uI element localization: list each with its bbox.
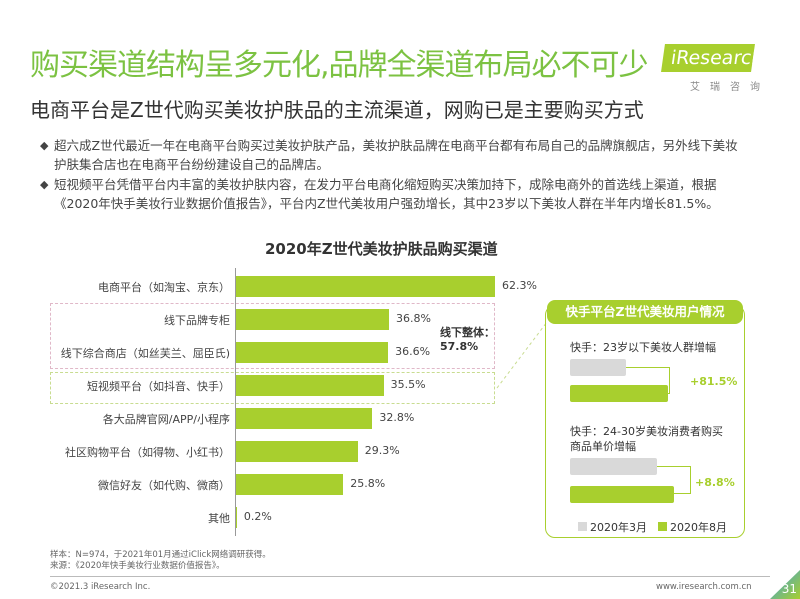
bar xyxy=(236,507,237,528)
copyright: ©2021.3 iResearch Inc. xyxy=(50,582,151,592)
legend-label: 2020年3月 xyxy=(590,521,647,534)
bar-group1-august xyxy=(570,385,668,402)
bar-group1-march xyxy=(570,359,626,376)
website-link[interactable]: www.iresearch.com.cn xyxy=(656,582,752,592)
page-title: 购买渠道结构呈多元化,品牌全渠道布局必不可少 xyxy=(30,48,649,83)
data-label: 25.8% xyxy=(350,477,386,490)
growth-2: +8.8% xyxy=(695,476,735,489)
connector-line xyxy=(496,321,548,389)
bar xyxy=(236,408,373,429)
data-label: 36.6% xyxy=(395,345,431,358)
data-label: 62.3% xyxy=(502,279,537,292)
category-label: 其他 xyxy=(208,512,230,525)
iresearch-logo: iResearch xyxy=(661,44,765,72)
footer-divider xyxy=(50,576,770,577)
legend-swatch xyxy=(658,522,667,531)
bar xyxy=(236,342,389,363)
annotation-label: 线下整体： xyxy=(440,326,495,339)
sample-note: 样本：N=974，于2021年01月通过iClick网络调研获得。 xyxy=(50,550,271,560)
offline-group-box xyxy=(50,303,495,369)
bullet-2: 短视频平台凭借平台内丰富的美妆护肤内容，在发力平台电商化缩短购买决策加持下，成除… xyxy=(40,175,750,213)
legend-swatch xyxy=(578,522,587,531)
source-note: 来源：《2020年快手美妆行业数据价值报告》。 xyxy=(50,561,225,571)
growth-bracket-1 xyxy=(626,367,670,394)
growth-1: +81.5% xyxy=(690,375,738,388)
category-label: 线下品牌专柜 xyxy=(164,314,230,327)
y-axis xyxy=(235,268,236,536)
logo-subtitle: 艾瑞咨询 xyxy=(690,82,770,93)
footnote: 样本：N=974，于2021年01月通过iClick网络调研获得。 来源：《202… xyxy=(50,550,271,572)
legend-label: 2020年8月 xyxy=(670,521,727,534)
bar-group2-august xyxy=(570,486,674,503)
bullet-1: 超六成Z世代最近一年在电商平台购买过美妆护肤产品，美妆护肤品牌在电商平台都有布局… xyxy=(40,136,750,174)
category-label: 电商平台（如淘宝、京东） xyxy=(98,281,230,294)
group-2-label: 快手：24-30岁美妆消费者购买商品单价增幅 xyxy=(570,425,723,453)
data-label: 32.8% xyxy=(379,411,415,424)
bar xyxy=(236,474,344,495)
category-label: 微信好友（如代购、微商） xyxy=(98,479,230,492)
bar xyxy=(236,375,384,396)
category-label: 短视频平台（如抖音、快手） xyxy=(87,380,230,393)
data-label: 29.3% xyxy=(364,444,400,457)
data-label: 35.5% xyxy=(390,378,426,391)
annotation-value: 57.8% xyxy=(440,340,479,353)
legend-march: 2020年3月 xyxy=(578,519,647,535)
data-label: 36.8% xyxy=(395,312,431,325)
offline-total-annotation: 线下整体： 57.8% xyxy=(440,326,495,354)
bar xyxy=(236,441,358,462)
short-video-box xyxy=(50,372,495,404)
chart-title: 2020年Z世代美妆护肤品购买渠道 xyxy=(265,240,498,258)
page-subtitle: 电商平台是Z世代购买美妆护肤品的主流渠道，网购已是主要购买方式 xyxy=(30,98,644,122)
bar xyxy=(236,309,389,330)
group-1-label: 快手：23岁以下美妆人群增幅 xyxy=(570,341,716,354)
category-label: 各大品牌官网/APP/小程序 xyxy=(102,413,230,426)
category-label: 线下综合商店（如丝芙兰、屈臣氏) xyxy=(60,347,230,360)
category-label: 社区购物平台（如得物、小红书） xyxy=(65,446,230,459)
growth-bracket-2 xyxy=(657,466,691,494)
bar xyxy=(236,276,495,297)
page-number: 31 xyxy=(770,570,800,599)
panel-title: 快手平台Z世代美妆用户情况 xyxy=(547,300,743,324)
bar-group2-march xyxy=(570,458,657,475)
legend-august: 2020年8月 xyxy=(658,519,727,535)
data-label: 0.2% xyxy=(243,510,272,523)
